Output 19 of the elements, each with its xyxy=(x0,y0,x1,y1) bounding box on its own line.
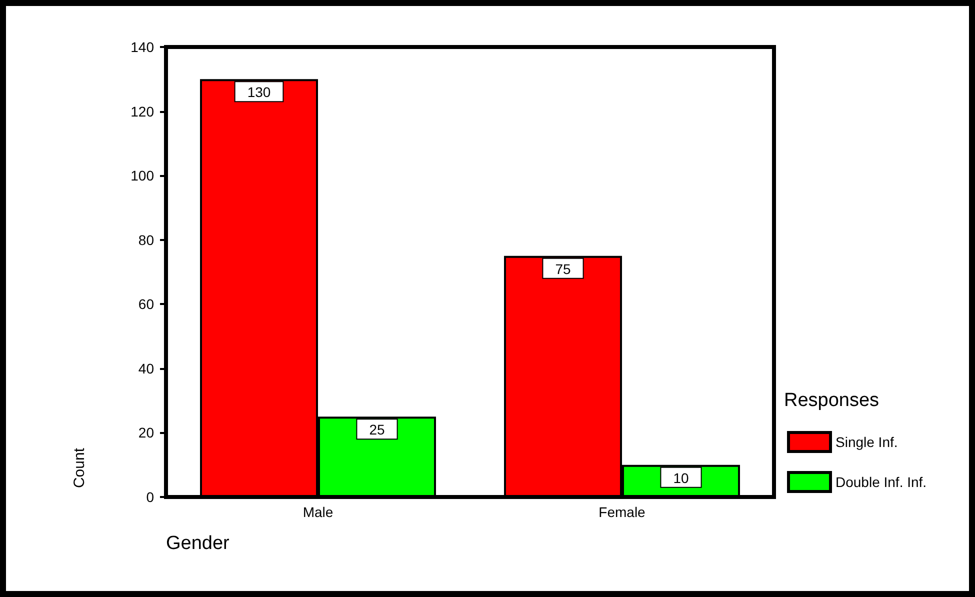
y-tick-label: 140 xyxy=(130,39,154,55)
y-tick-label: 80 xyxy=(138,232,154,248)
y-tick-label: 60 xyxy=(138,296,154,312)
legend-title: Responses xyxy=(784,390,880,411)
y-tick-label: 20 xyxy=(138,424,154,441)
x-tick-label: Female xyxy=(598,504,646,520)
x-axis-title: Gender xyxy=(166,533,230,554)
legend-label: Single Inf. xyxy=(836,434,898,450)
data-label: 10 xyxy=(673,470,689,486)
legend-label: Double Inf. Inf. xyxy=(836,474,927,490)
y-axis-title: Count xyxy=(71,447,88,488)
data-label: 130 xyxy=(247,84,271,100)
data-label: 75 xyxy=(555,260,571,277)
y-tick-label: 40 xyxy=(138,360,154,376)
y-tick-label: 120 xyxy=(130,103,154,120)
x-tick-label: Male xyxy=(302,504,334,520)
data-label: 25 xyxy=(369,422,385,438)
y-tick-label: 0 xyxy=(146,489,154,505)
y-tick-label: 100 xyxy=(130,168,154,184)
